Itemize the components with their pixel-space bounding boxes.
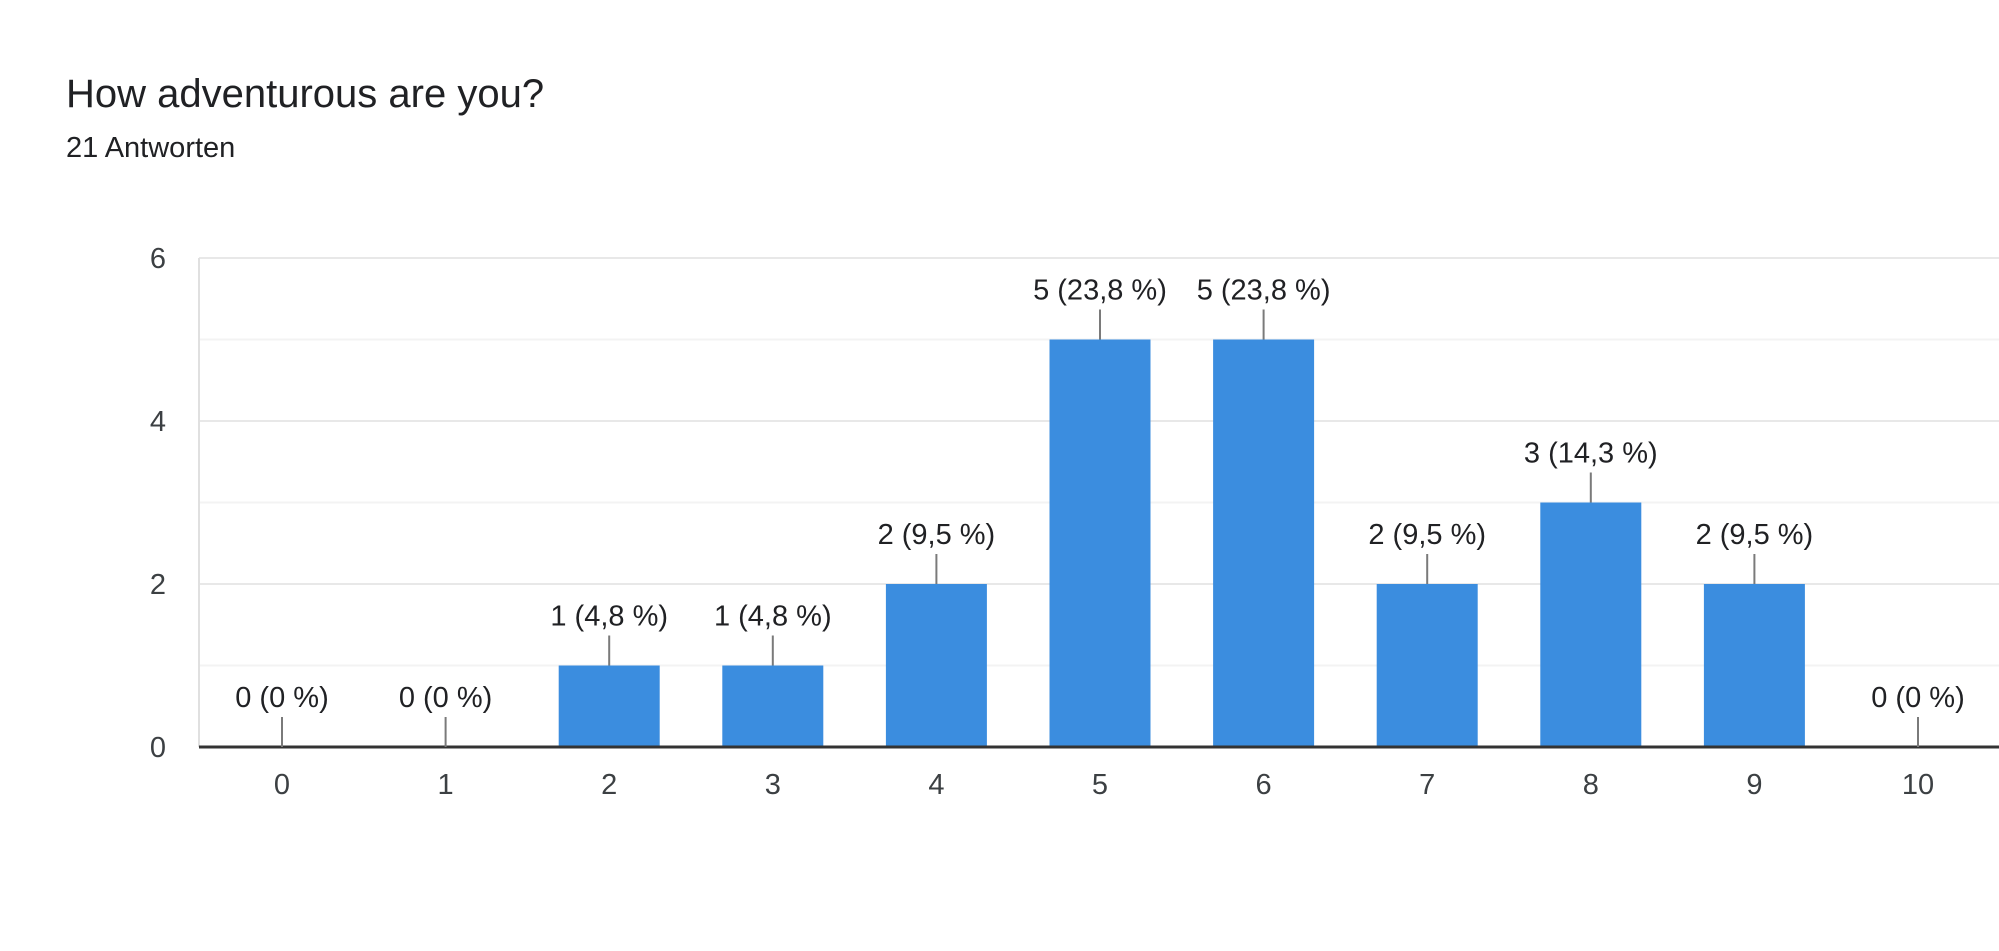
bar [1049, 339, 1151, 747]
labels: 0 2 4 6 0 (0 %) 0 0 (0 %) 1 1 (4,8 %) 2 1 (4,8 %) 3… [150, 243, 1965, 801]
data-label: 1 (4,8 %) [550, 601, 668, 633]
x-tick-label: 9 [1746, 769, 1762, 801]
data-label: 0 (0 %) [1871, 682, 1964, 714]
bar [558, 665, 660, 747]
data-label: 3 (14,3 %) [1524, 438, 1658, 470]
x-tick-label: 10 [1902, 769, 1934, 801]
data-label: 1 (4,8 %) [714, 601, 832, 633]
bar [1703, 584, 1805, 747]
y-tick-label: 2 [150, 569, 166, 601]
data-label: 0 (0 %) [235, 682, 328, 714]
data-label: 2 (9,5 %) [1696, 519, 1814, 551]
data-label: 5 (23,8 %) [1197, 275, 1331, 307]
bar [1540, 502, 1642, 747]
x-tick-label: 7 [1419, 769, 1435, 801]
y-tick-label: 0 [150, 732, 166, 764]
chart-header: How adventurous are you? 21 Antworten [66, 68, 544, 166]
data-label: 2 (9,5 %) [878, 519, 996, 551]
bars [558, 339, 1805, 747]
data-label: 5 (23,8 %) [1033, 275, 1167, 307]
data-label: 0 (0 %) [399, 682, 492, 714]
x-tick-label: 6 [1256, 769, 1272, 801]
page-title: How adventurous are you? [66, 72, 545, 116]
data-label: 2 (9,5 %) [1368, 519, 1486, 551]
x-tick-label: 1 [438, 769, 454, 801]
x-tick-label: 2 [601, 769, 617, 801]
x-tick-label: 0 [274, 769, 290, 801]
x-tick-label: 8 [1583, 769, 1599, 801]
x-tick-label: 4 [928, 769, 944, 801]
x-tick-label: 3 [765, 769, 781, 801]
bar [1213, 339, 1315, 747]
y-tick-label: 6 [150, 243, 166, 275]
x-tick-label: 5 [1092, 769, 1108, 801]
y-tick-label: 4 [150, 406, 166, 438]
bar [1376, 584, 1478, 747]
bar [722, 665, 824, 747]
response-count: 21 Antworten [66, 132, 236, 164]
bar [885, 584, 987, 747]
axes [198, 258, 1999, 749]
